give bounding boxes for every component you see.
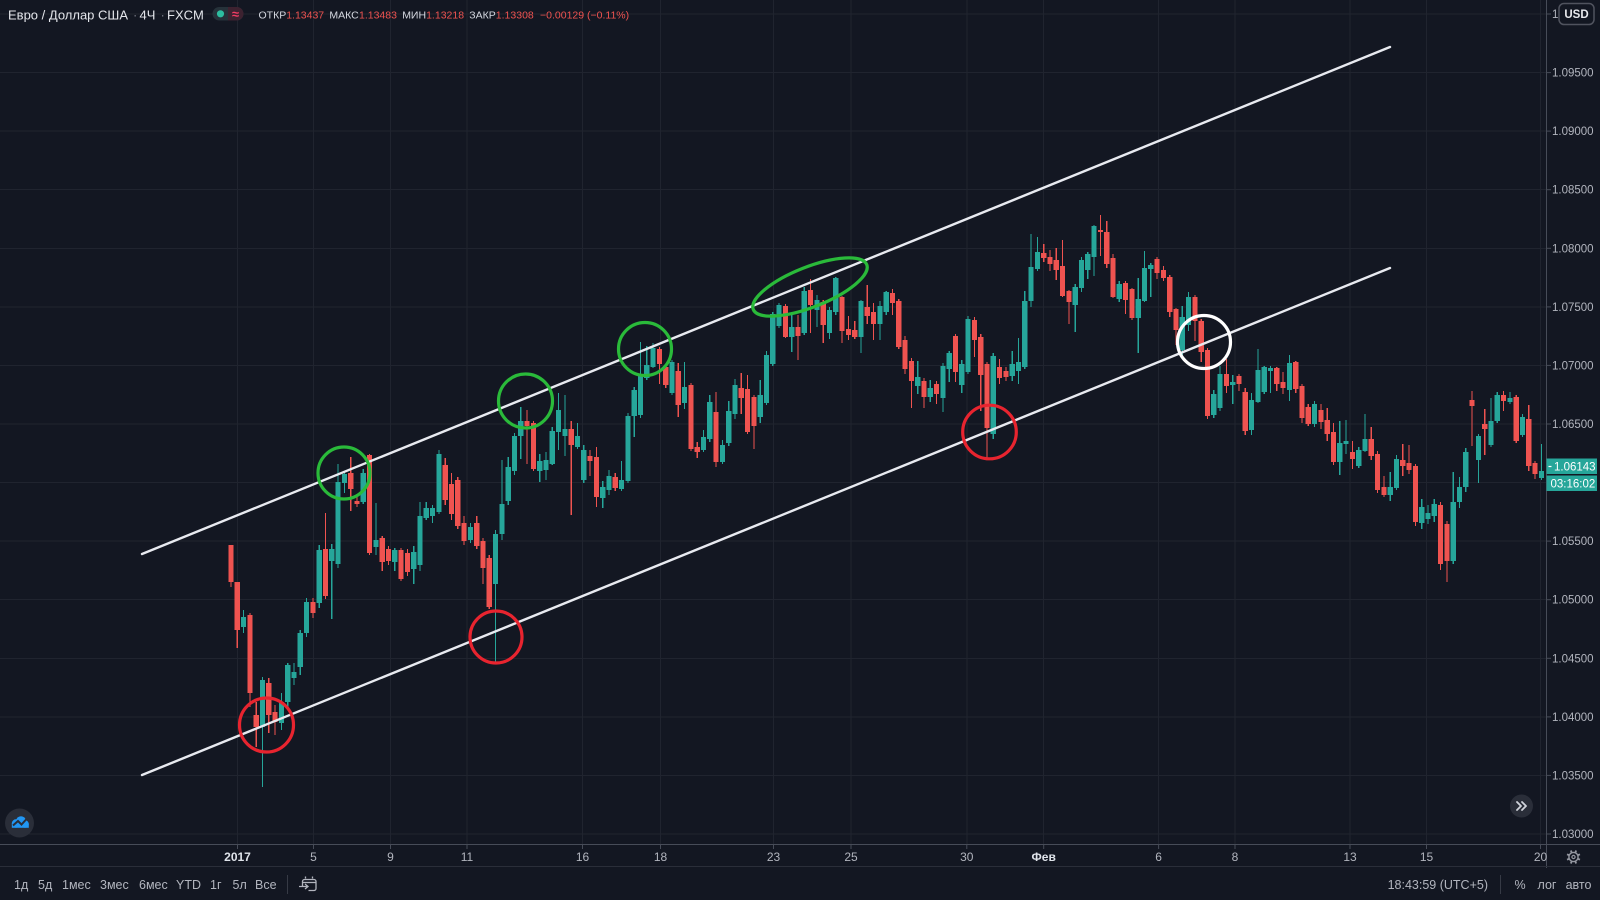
svg-text:6: 6 — [1155, 850, 1162, 864]
svg-text:Все: Все — [255, 878, 277, 892]
svg-text:23: 23 — [767, 850, 781, 864]
svg-text:1.05000: 1.05000 — [1552, 595, 1594, 607]
svg-text:−0.00129 (−0.11%): −0.00129 (−0.11%) — [540, 10, 629, 22]
svg-text:13: 13 — [1343, 850, 1357, 864]
svg-text:%: % — [1514, 878, 1525, 892]
svg-text:1.09500: 1.09500 — [1552, 68, 1594, 80]
svg-text:1г: 1г — [210, 878, 222, 892]
svg-text:FXCM: FXCM — [167, 8, 204, 23]
svg-text:·: · — [161, 8, 165, 23]
svg-text:25: 25 — [844, 850, 858, 864]
svg-text:6мес: 6мес — [139, 878, 168, 892]
svg-text:1.04500: 1.04500 — [1552, 653, 1594, 665]
svg-text:30: 30 — [960, 850, 974, 864]
svg-text:1.03500: 1.03500 — [1552, 770, 1594, 782]
svg-text:2017: 2017 — [224, 850, 251, 864]
svg-text:1.06500: 1.06500 — [1552, 419, 1594, 431]
svg-text:1.09000: 1.09000 — [1552, 126, 1594, 138]
svg-text:8: 8 — [1232, 850, 1239, 864]
svg-text:1.06143: 1.06143 — [1554, 462, 1596, 474]
svg-text:Фев: Фев — [1032, 850, 1056, 864]
svg-text:≈: ≈ — [232, 7, 239, 22]
svg-text:20: 20 — [1534, 850, 1548, 864]
svg-text:3мес: 3мес — [100, 878, 129, 892]
svg-text:ОТКР: ОТКР — [259, 10, 287, 22]
svg-text:18: 18 — [654, 850, 668, 864]
svg-text:1.13308: 1.13308 — [496, 10, 534, 22]
svg-text:YTD: YTD — [176, 878, 201, 892]
svg-text:9: 9 — [387, 850, 394, 864]
svg-text:16: 16 — [576, 850, 590, 864]
svg-text:авто: авто — [1566, 878, 1592, 892]
svg-text:МИН: МИН — [402, 10, 426, 22]
svg-text:4Ч: 4Ч — [140, 8, 156, 23]
svg-text:18:43:59 (UTC+5): 18:43:59 (UTC+5) — [1388, 878, 1488, 892]
svg-text:1.05500: 1.05500 — [1552, 536, 1594, 548]
svg-text:1.08000: 1.08000 — [1552, 243, 1594, 255]
svg-text:1.08500: 1.08500 — [1552, 185, 1594, 197]
svg-text:1.04000: 1.04000 — [1552, 712, 1594, 724]
svg-text:1.13483: 1.13483 — [359, 10, 397, 22]
svg-text:11: 11 — [461, 850, 474, 864]
svg-text:1.03000: 1.03000 — [1552, 829, 1594, 841]
svg-text:03:16:02: 03:16:02 — [1551, 479, 1596, 491]
svg-text:Евро / Доллар США: Евро / Доллар США — [8, 8, 128, 23]
svg-text:1д: 1д — [14, 878, 29, 892]
svg-text:USD: USD — [1564, 9, 1588, 21]
svg-text:1.13437: 1.13437 — [286, 10, 324, 22]
svg-text:5: 5 — [310, 850, 317, 864]
svg-text:1.07000: 1.07000 — [1552, 360, 1594, 372]
svg-text:лог: лог — [1538, 878, 1557, 892]
svg-text:ЗАКР: ЗАКР — [469, 10, 495, 22]
svg-text:1.07500: 1.07500 — [1552, 302, 1594, 314]
svg-text:1мес: 1мес — [62, 878, 91, 892]
svg-text:1.13218: 1.13218 — [426, 10, 464, 22]
svg-text:15: 15 — [1420, 850, 1434, 864]
svg-text:МАКС: МАКС — [329, 10, 359, 22]
svg-text:5л: 5л — [233, 878, 247, 892]
svg-text:5д: 5д — [38, 878, 53, 892]
svg-text:·: · — [133, 8, 137, 23]
